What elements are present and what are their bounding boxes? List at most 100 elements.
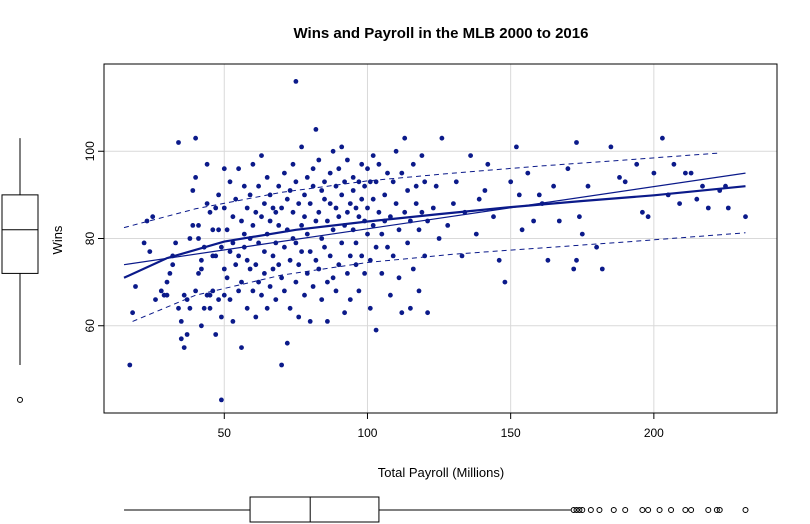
x-box-outlier — [688, 507, 695, 513]
data-point — [299, 144, 304, 150]
data-point — [336, 166, 342, 172]
data-point — [213, 332, 219, 337]
data-point — [322, 196, 327, 202]
data-point — [545, 257, 551, 263]
lower-band-line — [132, 232, 746, 322]
data-point — [144, 218, 150, 224]
data-point — [365, 205, 370, 211]
x-box-outlier — [573, 507, 580, 513]
x-box-outlier — [713, 507, 720, 513]
data-point — [316, 157, 322, 163]
data-point — [250, 161, 256, 167]
data-point — [345, 157, 350, 163]
data-point — [284, 196, 290, 202]
data-point — [293, 79, 299, 84]
data-point — [376, 161, 382, 167]
data-point — [207, 209, 213, 215]
data-point — [256, 183, 261, 189]
data-point — [330, 227, 336, 233]
data-point — [362, 218, 367, 224]
data-point — [350, 188, 356, 193]
data-point — [556, 218, 562, 224]
data-point — [677, 201, 682, 207]
data-point — [402, 135, 408, 141]
data-point — [262, 249, 267, 255]
data-point — [247, 192, 253, 198]
data-point — [227, 179, 233, 185]
data-point — [302, 214, 307, 220]
data-point — [199, 266, 204, 272]
data-point — [462, 209, 468, 215]
data-point — [256, 279, 261, 285]
x-box-outlier — [610, 507, 617, 513]
data-point — [141, 240, 147, 246]
data-point — [322, 179, 327, 185]
data-point — [359, 196, 365, 202]
data-point — [204, 161, 210, 167]
data-point — [571, 266, 577, 272]
x-box-outlier — [596, 507, 603, 513]
data-point — [367, 179, 373, 185]
data-point — [665, 192, 671, 198]
data-point — [599, 266, 605, 272]
data-point — [304, 271, 310, 276]
data-point — [617, 175, 622, 180]
data-point — [302, 192, 307, 198]
data-point — [376, 209, 382, 215]
data-point — [184, 297, 190, 302]
data-point — [405, 188, 410, 193]
data-point — [307, 249, 313, 255]
data-point — [199, 323, 204, 329]
data-point — [388, 214, 393, 220]
data-point — [339, 240, 345, 246]
data-point — [342, 310, 347, 316]
data-point — [350, 227, 356, 233]
data-point — [296, 314, 302, 320]
data-point — [224, 275, 230, 281]
x-tick-label: 100 — [357, 426, 377, 440]
data-point — [230, 319, 236, 324]
x-box-outlier — [579, 507, 586, 513]
data-point — [425, 218, 430, 224]
x-box-outlier — [639, 507, 646, 513]
data-point — [176, 305, 181, 311]
data-point — [193, 135, 199, 141]
data-point — [353, 262, 359, 268]
data-point — [267, 218, 273, 224]
data-point — [187, 305, 193, 311]
data-point — [276, 262, 282, 268]
data-point — [370, 223, 376, 228]
data-point — [491, 214, 496, 220]
data-point — [287, 188, 293, 193]
y-box-outlier — [17, 396, 23, 403]
data-point — [717, 188, 723, 193]
data-point — [319, 297, 325, 302]
data-point — [210, 227, 216, 233]
x-box-outlier — [587, 507, 594, 513]
data-point — [388, 292, 393, 298]
data-point — [178, 319, 184, 324]
data-point — [221, 205, 227, 211]
data-point — [207, 305, 213, 311]
data-point — [430, 205, 436, 211]
data-point — [176, 140, 181, 145]
data-point — [373, 327, 379, 333]
data-point — [347, 253, 353, 259]
data-point — [287, 257, 293, 263]
data-point — [365, 166, 370, 172]
y-box — [1, 194, 39, 274]
data-point — [319, 236, 325, 241]
data-point — [221, 166, 227, 172]
data-point — [356, 214, 362, 220]
data-point — [184, 332, 190, 337]
data-point — [233, 196, 239, 202]
data-point — [327, 201, 333, 207]
data-point — [660, 135, 665, 141]
data-point — [190, 188, 196, 193]
data-point — [244, 257, 250, 263]
data-point — [370, 153, 376, 159]
data-point — [342, 179, 347, 185]
data-point — [293, 279, 299, 285]
data-point — [213, 205, 219, 211]
data-point — [296, 262, 302, 268]
